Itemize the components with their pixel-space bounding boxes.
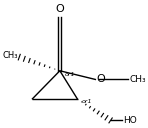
Text: O: O — [96, 74, 105, 84]
Text: CH₃: CH₃ — [3, 51, 18, 60]
Text: CH₃: CH₃ — [130, 75, 146, 84]
Text: or1: or1 — [65, 72, 75, 77]
Text: or1: or1 — [81, 99, 92, 104]
Text: O: O — [56, 4, 64, 14]
Text: HO: HO — [123, 116, 137, 125]
